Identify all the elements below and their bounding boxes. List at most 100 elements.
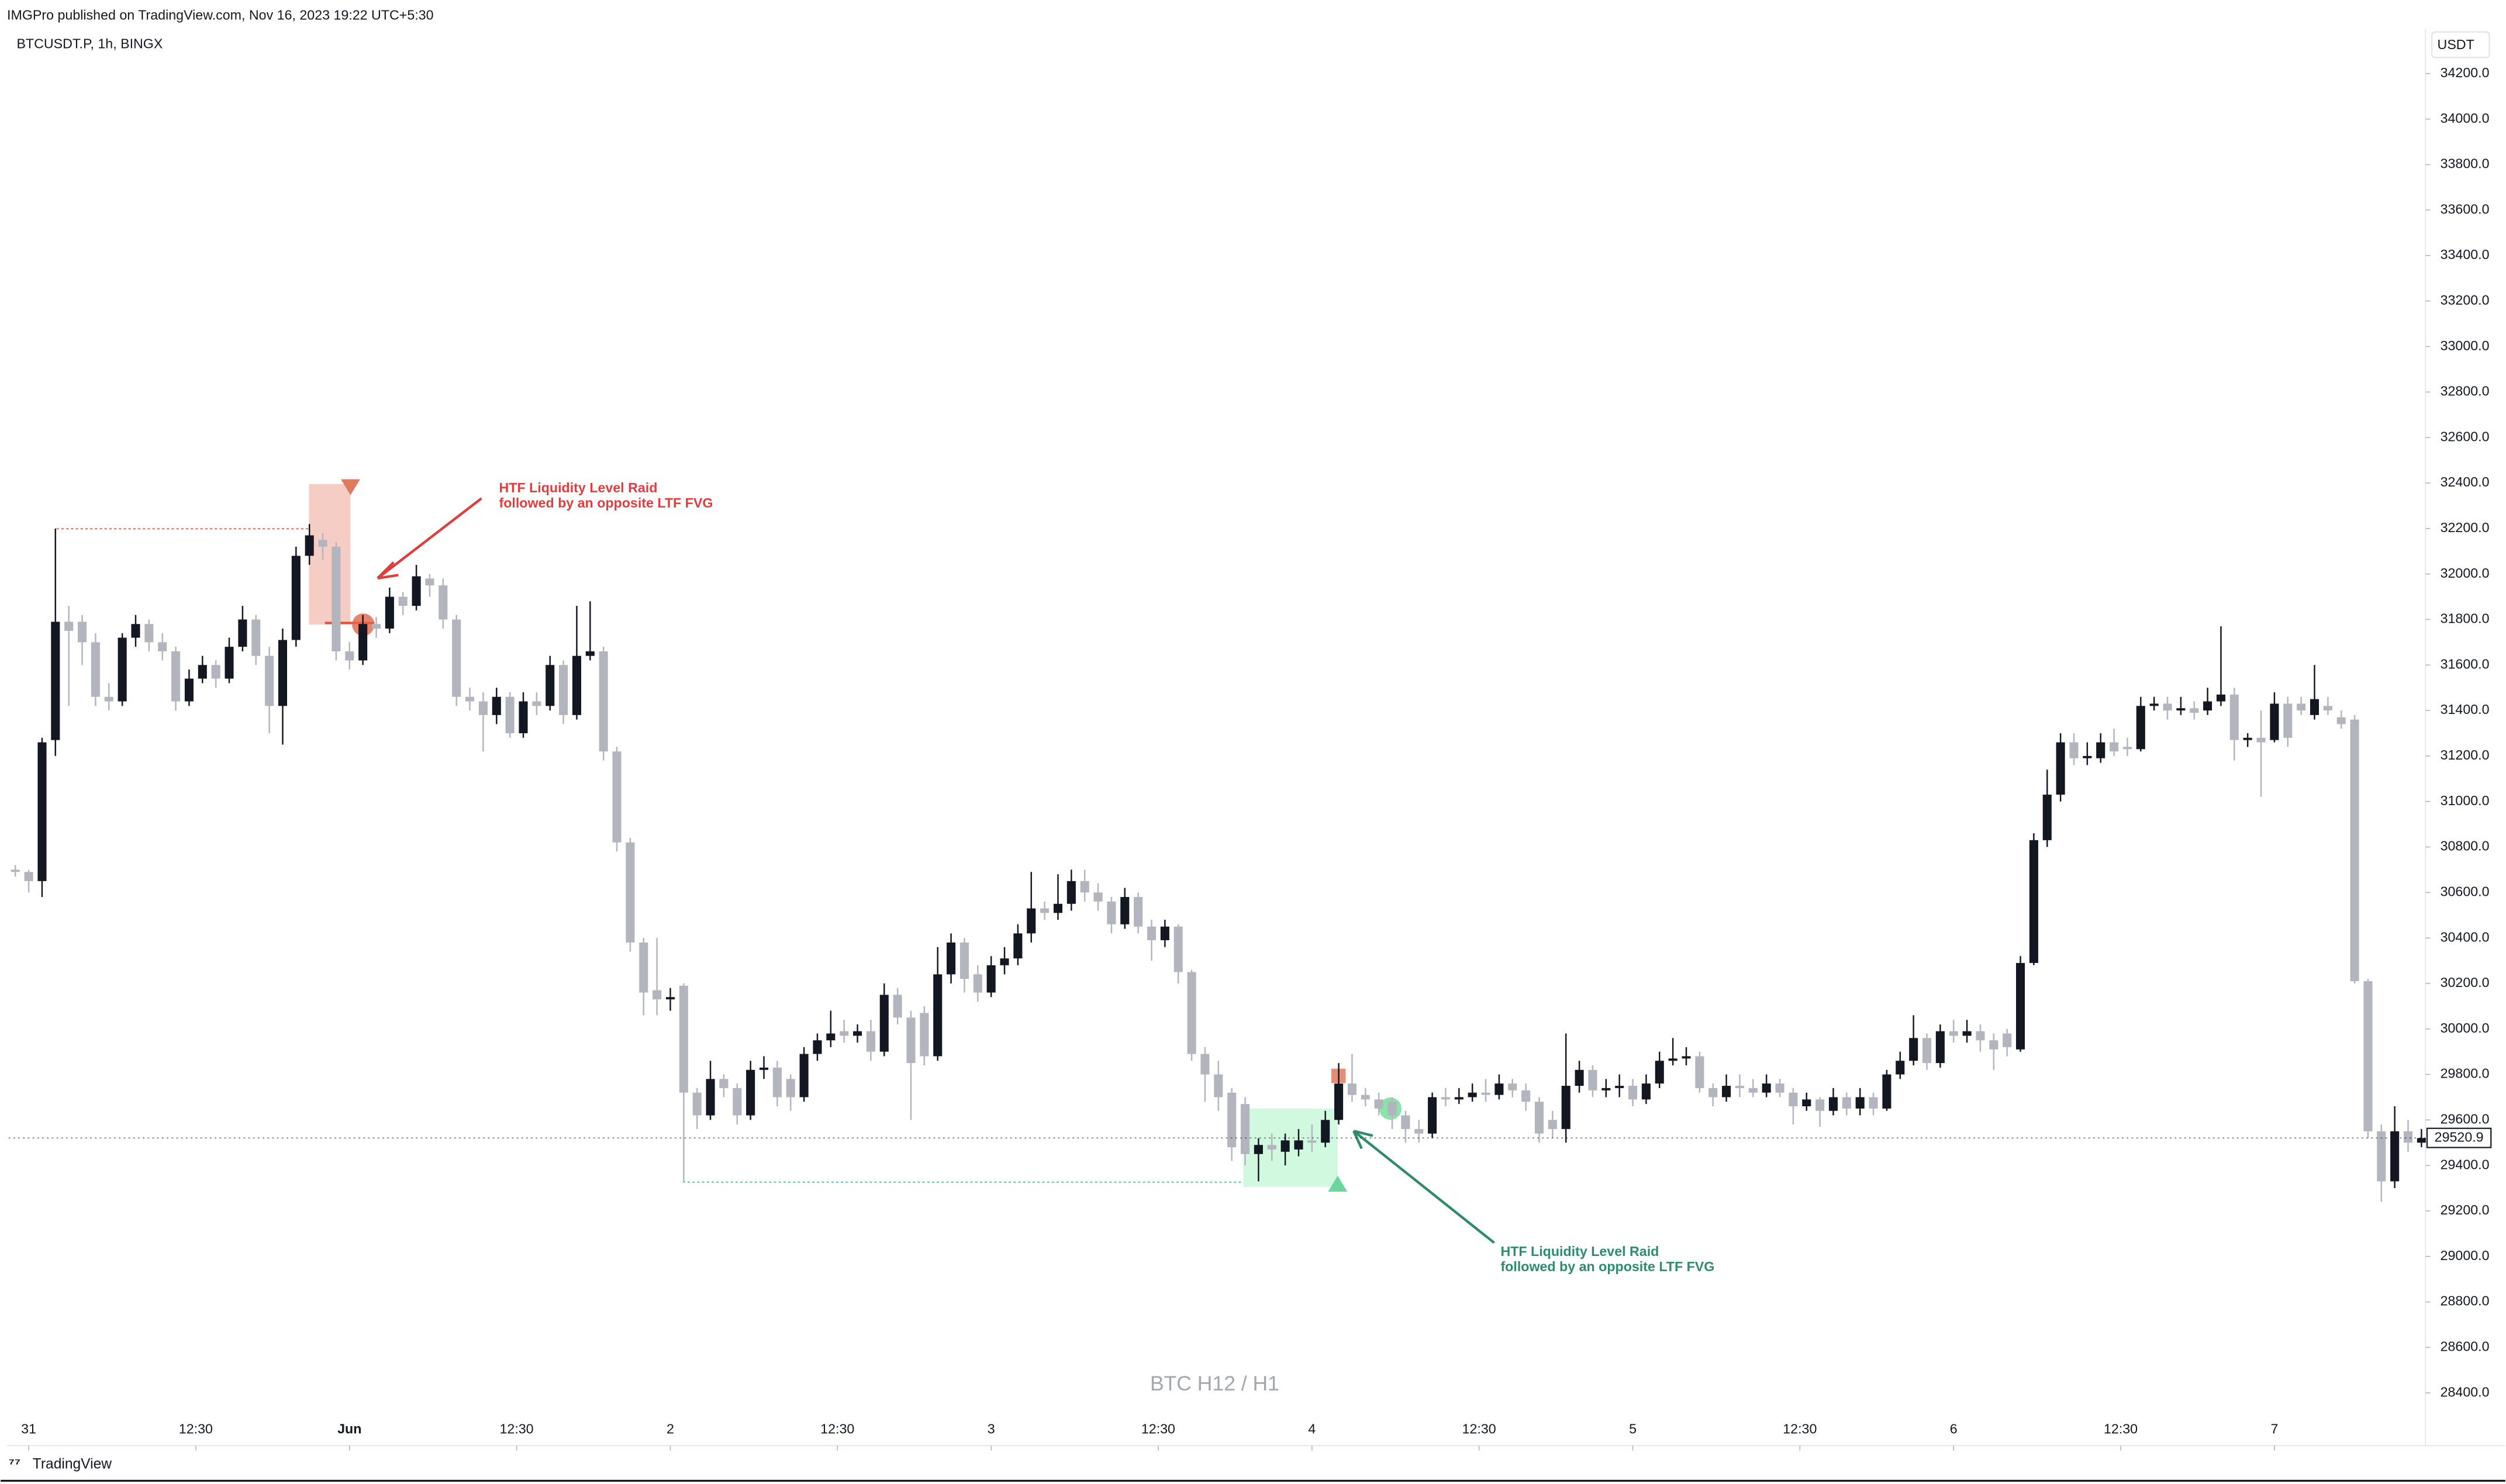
candle-body xyxy=(345,651,354,661)
watermark: BTC H12 / H1 xyxy=(1150,1372,1279,1395)
candle-body xyxy=(920,1013,929,1057)
candle-body xyxy=(1869,1097,1878,1109)
candle-body xyxy=(332,546,341,651)
y-tick-label: 33200.0 xyxy=(2441,292,2490,308)
candle-body xyxy=(1401,1115,1410,1129)
candle-body xyxy=(572,655,581,715)
candle-body xyxy=(1548,1120,1557,1129)
candle-body xyxy=(2110,742,2119,752)
candle-body xyxy=(733,1088,742,1116)
candle-body xyxy=(2149,703,2159,706)
y-tick-label: 31000.0 xyxy=(2441,793,2490,808)
candle-body xyxy=(1120,897,1130,924)
candle-body xyxy=(1882,1074,1891,1109)
y-tick-label: 29800.0 xyxy=(2441,1066,2490,1081)
candle-body xyxy=(211,665,220,679)
candle-body xyxy=(64,622,74,631)
candle-body xyxy=(2029,840,2038,963)
candle-body xyxy=(1575,1069,1584,1086)
candle-body xyxy=(505,696,515,733)
y-tick-label: 29400.0 xyxy=(2441,1157,2490,1172)
candle-body xyxy=(478,701,488,715)
candle-body xyxy=(1682,1056,1691,1059)
candle-body xyxy=(1053,903,1063,913)
candle-body xyxy=(1828,1097,1838,1111)
x-tick-label: 31 xyxy=(21,1421,36,1436)
candle-body xyxy=(746,1069,755,1116)
candle-body xyxy=(37,742,47,881)
candle-body xyxy=(1748,1088,1758,1093)
candle-body xyxy=(2229,694,2239,740)
x-tick-label: 12:30 xyxy=(820,1421,854,1436)
candle-body xyxy=(612,751,622,843)
candle-body xyxy=(1534,1102,1544,1134)
candle-body xyxy=(1040,908,1050,913)
candle-body xyxy=(1842,1097,1851,1109)
candle-body xyxy=(1254,1145,1263,1154)
candle-body xyxy=(1107,901,1116,924)
candle-body xyxy=(1280,1140,1290,1152)
y-tick-label: 29200.0 xyxy=(2441,1202,2490,1217)
candle-body xyxy=(24,872,33,881)
candle-body xyxy=(1307,1140,1317,1143)
candle-body xyxy=(1481,1092,1490,1095)
candle-body xyxy=(452,619,461,697)
candle-body xyxy=(1214,1074,1223,1098)
candle-body xyxy=(2417,1138,2426,1143)
candle-body xyxy=(2069,742,2079,758)
y-tick-label: 31600.0 xyxy=(2441,656,2490,671)
candle-body xyxy=(1080,881,1089,893)
x-tick-label: 4 xyxy=(1308,1421,1316,1436)
candle-body xyxy=(1521,1090,1531,1102)
candle-body xyxy=(1789,1092,1798,1107)
candle-body xyxy=(1708,1088,1718,1098)
x-tick-label: 12:30 xyxy=(2104,1421,2138,1436)
candle-body xyxy=(118,637,127,702)
last-price-box xyxy=(2426,1127,2492,1148)
y-tick-label: 33800.0 xyxy=(2441,156,2490,171)
annotation: HTF Liquidity Level Raid xyxy=(499,480,658,495)
candle-body xyxy=(1494,1083,1504,1095)
candle-body xyxy=(546,665,555,706)
candle-body xyxy=(986,965,996,993)
candle-body xyxy=(599,651,608,752)
candle-body xyxy=(2042,795,2052,840)
candle-body xyxy=(2363,981,2373,1131)
candle-body xyxy=(358,624,368,661)
candle-body xyxy=(1414,1128,1424,1134)
candle-body xyxy=(1173,926,1183,972)
candle-body xyxy=(1962,1031,1972,1036)
y-tick-label: 34000.0 xyxy=(2441,111,2490,126)
candle-body xyxy=(1976,1031,1985,1041)
currency[interactable]: USDT xyxy=(2438,37,2474,52)
candle-body xyxy=(1147,926,1157,941)
candle-body xyxy=(559,665,568,715)
candle-body xyxy=(1361,1095,1370,1100)
candle-body xyxy=(906,1017,916,1064)
candle-body xyxy=(1334,1083,1344,1120)
candle-body xyxy=(719,1079,729,1088)
candle-body xyxy=(2297,703,2306,711)
candle-body xyxy=(1722,1085,1731,1098)
candle-body xyxy=(225,647,234,679)
candle-body xyxy=(692,1092,702,1116)
y-tick-label: 30600.0 xyxy=(2441,884,2490,899)
x-tick-label: Jun xyxy=(337,1421,361,1436)
candle-body xyxy=(2163,703,2172,711)
candle-body xyxy=(2122,747,2132,750)
candle-body xyxy=(1013,933,1023,959)
candle-body xyxy=(198,665,207,679)
candle-body xyxy=(1160,926,1169,941)
candle-body xyxy=(2243,737,2252,740)
candle-body xyxy=(1347,1083,1356,1095)
y-tick-label: 33600.0 xyxy=(2441,201,2490,216)
candle-body xyxy=(265,655,274,706)
candle-body xyxy=(1468,1092,1477,1098)
annotation: followed by an opposite LTF FVG xyxy=(499,495,713,510)
candle-body xyxy=(2336,717,2346,724)
candle-body xyxy=(1200,1054,1210,1075)
currency-box[interactable] xyxy=(2431,31,2490,58)
candle-body xyxy=(1027,908,1036,934)
x-tick-label: 3 xyxy=(988,1421,995,1436)
